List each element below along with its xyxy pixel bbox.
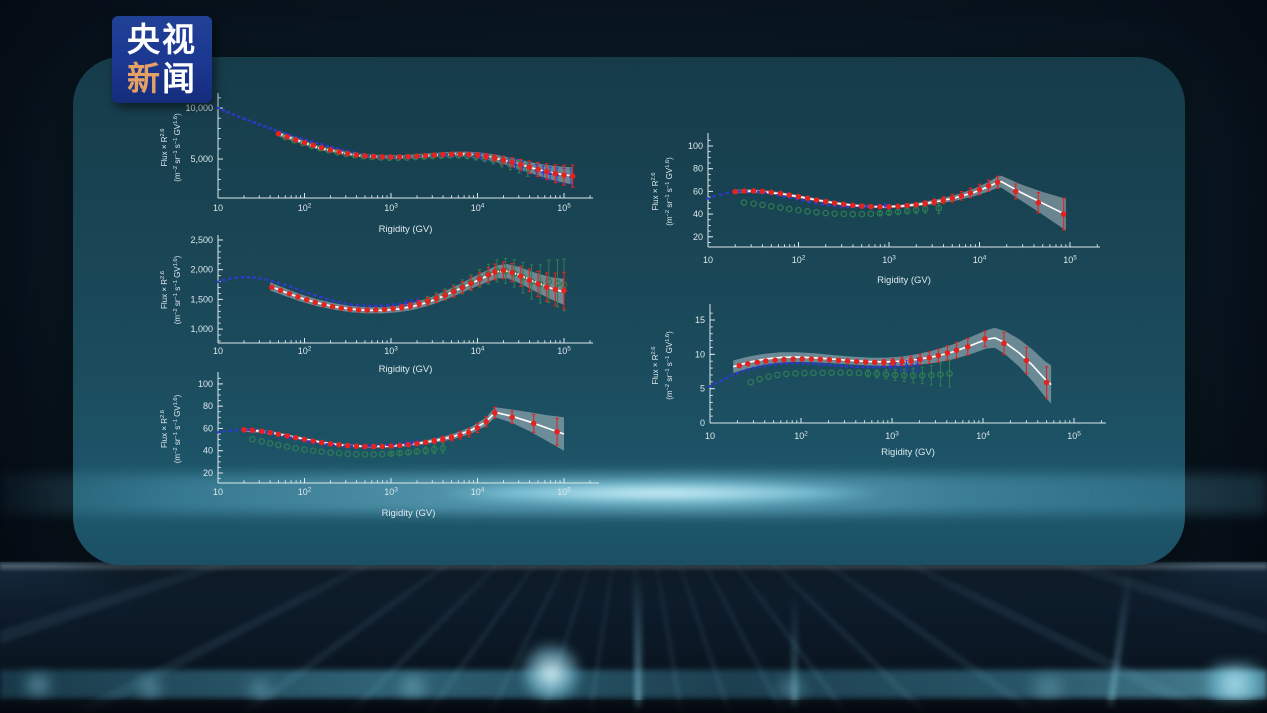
svg-text:102: 102 bbox=[298, 487, 312, 497]
svg-text:(m−2 sr−1 s−1 GV1.6): (m−2 sr−1 s−1 GV1.6) bbox=[173, 255, 182, 324]
svg-text:80: 80 bbox=[693, 164, 703, 174]
svg-text:102: 102 bbox=[794, 431, 808, 441]
light-glow bbox=[1020, 674, 1076, 702]
svg-text:2,000: 2,000 bbox=[190, 265, 213, 275]
floor-glow-band bbox=[0, 670, 1267, 698]
svg-text:20: 20 bbox=[203, 468, 213, 478]
svg-text:103: 103 bbox=[384, 487, 398, 497]
logo-text-line2: 新闻 bbox=[127, 60, 197, 98]
svg-text:100: 100 bbox=[198, 379, 213, 389]
light-glow bbox=[770, 676, 814, 702]
svg-text:Rigidity (GV): Rigidity (GV) bbox=[881, 447, 935, 458]
svg-text:104: 104 bbox=[976, 431, 990, 441]
light-glow bbox=[17, 672, 59, 698]
svg-text:Rigidity (GV): Rigidity (GV) bbox=[382, 508, 436, 519]
svg-text:104: 104 bbox=[471, 346, 485, 356]
chart-svg: 10 102 103 104 105 1,000 1,500 2,000 2,500 Rigidi… bbox=[160, 235, 593, 375]
svg-text:5,000: 5,000 bbox=[190, 154, 213, 164]
svg-text:80: 80 bbox=[203, 401, 213, 411]
chart-svg: 10 102 103 104 105 20 40 60 80 100 Rigidity (GV) Fl… bbox=[160, 372, 599, 519]
svg-text:10: 10 bbox=[703, 255, 713, 265]
svg-text:10: 10 bbox=[213, 346, 223, 356]
svg-text:Rigidity (GV): Rigidity (GV) bbox=[877, 275, 931, 286]
logo-text-line1: 央视 bbox=[127, 21, 197, 58]
svg-text:103: 103 bbox=[384, 203, 398, 213]
svg-text:100: 100 bbox=[688, 141, 703, 151]
svg-text:10: 10 bbox=[213, 487, 223, 497]
light-glow-bright bbox=[520, 640, 582, 706]
svg-text:1,500: 1,500 bbox=[190, 294, 213, 304]
svg-text:10,000: 10,000 bbox=[185, 103, 213, 113]
svg-text:10: 10 bbox=[213, 203, 223, 213]
chart-bottom-right: 10 102 103 104 105 0 5 10 15 Rigidity (GV) Flux × … bbox=[640, 298, 1118, 468]
floor-edge-highlight bbox=[0, 562, 1267, 571]
light-beam bbox=[792, 592, 797, 708]
light-glow-bright bbox=[1200, 664, 1267, 704]
svg-text:105: 105 bbox=[1063, 255, 1077, 265]
svg-text:10: 10 bbox=[705, 431, 715, 441]
chart-middle-left: 10 102 103 104 105 1,000 1,500 2,000 2,500 Rigidi… bbox=[155, 235, 617, 383]
chart-top-right: 10 102 103 104 105 20 40 60 80 100 Rigidity (GV) Fl… bbox=[640, 133, 1112, 295]
chart-svg: 10 102 103 104 105 0 5 10 15 Rigidity (GV) Flux × … bbox=[651, 304, 1106, 458]
svg-text:Flux × R2.6: Flux × R2.6 bbox=[160, 271, 169, 309]
svg-text:60: 60 bbox=[203, 423, 213, 433]
logo-text-line2-char2: 闻 bbox=[162, 60, 197, 97]
svg-text:104: 104 bbox=[973, 255, 987, 265]
svg-text:Flux × R2.6: Flux × R2.6 bbox=[160, 410, 169, 448]
svg-text:20: 20 bbox=[693, 232, 703, 242]
floor-bottom-strip bbox=[0, 700, 1267, 713]
svg-text:102: 102 bbox=[298, 346, 312, 356]
chart-svg: 10 102 103 104 105 5,000 10,000 Rigidity (GV) Fl… bbox=[160, 93, 593, 235]
chart-top-left: 10 102 103 104 105 5,000 10,000 Rigidity (GV) Fl… bbox=[155, 85, 617, 247]
svg-text:103: 103 bbox=[882, 255, 896, 265]
chart-bottom-left: 10 102 103 104 105 20 40 60 80 100 Rigidity (GV) Fl… bbox=[155, 372, 623, 530]
svg-text:10: 10 bbox=[695, 349, 705, 359]
svg-text:105: 105 bbox=[557, 346, 571, 356]
svg-text:Flux × R2.6: Flux × R2.6 bbox=[651, 172, 660, 210]
svg-text:40: 40 bbox=[203, 446, 213, 456]
svg-text:(m−2 sr−1 s−1 GV1.6): (m−2 sr−1 s−1 GV1.6) bbox=[665, 157, 674, 226]
svg-text:2,500: 2,500 bbox=[190, 235, 213, 245]
svg-text:(m−2 sr−1 s−1 GV1.6): (m−2 sr−1 s−1 GV1.6) bbox=[173, 394, 182, 463]
logo-text-line2-char1: 新 bbox=[127, 60, 162, 97]
svg-text:Rigidity (GV): Rigidity (GV) bbox=[379, 224, 433, 235]
svg-text:15: 15 bbox=[695, 315, 705, 325]
svg-text:105: 105 bbox=[557, 487, 571, 497]
light-glow bbox=[390, 674, 436, 700]
svg-text:102: 102 bbox=[298, 203, 312, 213]
svg-text:(m−2 sr−1 s−1 GV1.6): (m−2 sr−1 s−1 GV1.6) bbox=[665, 331, 674, 400]
svg-text:104: 104 bbox=[471, 487, 485, 497]
svg-text:Flux × R2.6: Flux × R2.6 bbox=[160, 128, 169, 166]
svg-text:104: 104 bbox=[471, 203, 485, 213]
light-glow bbox=[240, 678, 280, 702]
chart-svg: 10 102 103 104 105 20 40 60 80 100 Rigidity (GV) Fl… bbox=[651, 133, 1100, 286]
svg-text:40: 40 bbox=[693, 209, 703, 219]
svg-text:0: 0 bbox=[700, 418, 705, 428]
svg-text:Flux × R2.6: Flux × R2.6 bbox=[651, 346, 660, 384]
svg-text:105: 105 bbox=[1067, 431, 1081, 441]
svg-text:102: 102 bbox=[792, 255, 806, 265]
stage-floor bbox=[0, 562, 1267, 713]
cctv-news-logo: 央视 新闻 bbox=[112, 16, 212, 103]
svg-text:1,000: 1,000 bbox=[190, 324, 213, 334]
svg-text:(m−2 sr−1 s−1 GV1.6): (m−2 sr−1 s−1 GV1.6) bbox=[173, 113, 182, 182]
svg-text:60: 60 bbox=[693, 186, 703, 196]
svg-text:103: 103 bbox=[384, 346, 398, 356]
svg-text:Rigidity (GV): Rigidity (GV) bbox=[379, 364, 433, 375]
light-beam bbox=[636, 568, 641, 708]
svg-text:103: 103 bbox=[885, 431, 899, 441]
svg-text:5: 5 bbox=[700, 384, 705, 394]
light-glow bbox=[130, 676, 170, 700]
svg-text:105: 105 bbox=[557, 203, 571, 213]
